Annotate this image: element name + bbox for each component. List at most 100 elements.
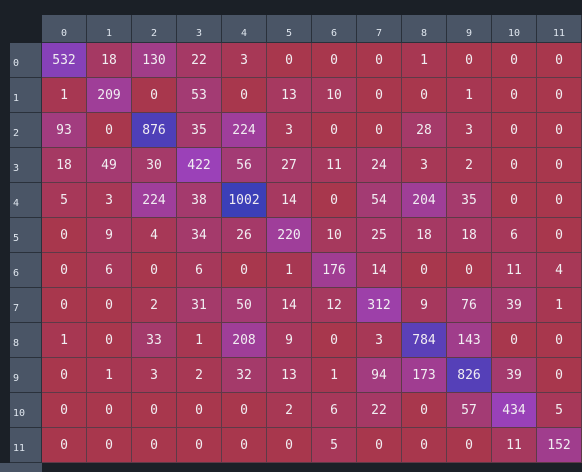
heatmap-cell-r8-c2: 33 <box>132 323 177 358</box>
heatmap-cell-r10-c1: 0 <box>87 393 132 428</box>
heatmap-cell-r11-c6: 5 <box>312 428 357 463</box>
heatmap-cell-r10-c5: 2 <box>267 393 312 428</box>
heatmap-cell-r4-c5: 14 <box>267 183 312 218</box>
heatmap-cell-r6-c11: 4 <box>537 253 582 288</box>
heatmap-cell-r2-c5: 3 <box>267 113 312 148</box>
heatmap-cell-r0-c1: 18 <box>87 43 132 78</box>
heatmap-cell-r11-c8: 0 <box>402 428 447 463</box>
heatmap-cell-r4-c8: 204 <box>402 183 447 218</box>
heatmap-cell-r9-c2: 3 <box>132 358 177 393</box>
heatmap-cell-r3-c8: 3 <box>402 148 447 183</box>
heatmap-cell-r7-c0: 0 <box>42 288 87 323</box>
heatmap-cell-r1-c1: 209 <box>87 78 132 113</box>
heatmap-cell-r7-c4: 50 <box>222 288 267 323</box>
column-label-0: 0 <box>42 15 87 43</box>
column-label-5: 5 <box>267 15 312 43</box>
heatmap-cell-r6-c2: 0 <box>132 253 177 288</box>
heatmap-cell-r9-c0: 0 <box>42 358 87 393</box>
heatmap-cell-r5-c9: 18 <box>447 218 492 253</box>
row-label-9: 9 <box>10 358 42 393</box>
heatmap-cell-r8-c6: 0 <box>312 323 357 358</box>
heatmap-cell-r10-c6: 6 <box>312 393 357 428</box>
heatmap-cell-r4-c4: 1002 <box>222 183 267 218</box>
heatmap-cell-r7-c6: 12 <box>312 288 357 323</box>
heatmap-cell-r8-c1: 0 <box>87 323 132 358</box>
row-label-10: 10 <box>10 393 42 428</box>
heatmap-cell-r9-c9: 826 <box>447 358 492 393</box>
heatmap-cell-r9-c10: 39 <box>492 358 537 393</box>
heatmap-cell-r0-c8: 1 <box>402 43 447 78</box>
column-label-1: 1 <box>87 15 132 43</box>
heatmap-cell-r6-c4: 0 <box>222 253 267 288</box>
heatmap-cell-r0-c3: 22 <box>177 43 222 78</box>
heatmap-cell-r8-c8: 784 <box>402 323 447 358</box>
column-label-11: 11 <box>537 15 582 43</box>
heatmap-cell-r9-c6: 1 <box>312 358 357 393</box>
heatmap-cell-r9-c7: 94 <box>357 358 402 393</box>
heatmap-cell-r8-c9: 143 <box>447 323 492 358</box>
heatmap-cell-r2-c10: 0 <box>492 113 537 148</box>
heatmap-cell-r2-c11: 0 <box>537 113 582 148</box>
heatmap-cell-r10-c7: 22 <box>357 393 402 428</box>
heatmap-cell-r11-c7: 0 <box>357 428 402 463</box>
heatmap-cell-r10-c10: 434 <box>492 393 537 428</box>
heatmap-cell-r4-c1: 3 <box>87 183 132 218</box>
heatmap-cell-r2-c8: 28 <box>402 113 447 148</box>
heatmap-cell-r6-c10: 11 <box>492 253 537 288</box>
heatmap-cell-r11-c5: 0 <box>267 428 312 463</box>
heatmap-cell-r11-c10: 11 <box>492 428 537 463</box>
heatmap-cell-r4-c7: 54 <box>357 183 402 218</box>
heatmap-cell-r1-c11: 0 <box>537 78 582 113</box>
column-label-7: 7 <box>357 15 402 43</box>
heatmap-cell-r7-c3: 31 <box>177 288 222 323</box>
heatmap-cell-r2-c3: 35 <box>177 113 222 148</box>
heatmap-cell-r6-c5: 1 <box>267 253 312 288</box>
heatmap-cell-r5-c10: 6 <box>492 218 537 253</box>
heatmap-cell-r8-c7: 3 <box>357 323 402 358</box>
row-label-4: 4 <box>10 183 42 218</box>
heatmap-cell-r6-c6: 176 <box>312 253 357 288</box>
heatmap-cell-r3-c11: 0 <box>537 148 582 183</box>
heatmap-cell-r6-c0: 0 <box>42 253 87 288</box>
row-label-3: 3 <box>10 148 42 183</box>
heatmap-cell-r9-c8: 173 <box>402 358 447 393</box>
heatmap-cell-r11-c0: 0 <box>42 428 87 463</box>
heatmap-cell-r2-c0: 93 <box>42 113 87 148</box>
row-label-8: 8 <box>10 323 42 358</box>
heatmap-cell-r7-c10: 39 <box>492 288 537 323</box>
heatmap-cell-r8-c11: 0 <box>537 323 582 358</box>
heatmap-cell-r10-c4: 0 <box>222 393 267 428</box>
heatmap-cell-r0-c5: 0 <box>267 43 312 78</box>
column-label-8: 8 <box>402 15 447 43</box>
heatmap-cell-r11-c2: 0 <box>132 428 177 463</box>
heatmap-cell-r10-c0: 0 <box>42 393 87 428</box>
heatmap-cell-r5-c3: 34 <box>177 218 222 253</box>
heatmap-cell-r5-c8: 18 <box>402 218 447 253</box>
row-label-5: 5 <box>10 218 42 253</box>
heatmap-cell-r7-c2: 2 <box>132 288 177 323</box>
heatmap-cell-r10-c11: 5 <box>537 393 582 428</box>
heatmap-cell-r7-c11: 1 <box>537 288 582 323</box>
heatmap-cell-r6-c8: 0 <box>402 253 447 288</box>
heatmap-cell-r1-c9: 1 <box>447 78 492 113</box>
heatmap-cell-r3-c7: 24 <box>357 148 402 183</box>
row-label-2: 2 <box>10 113 42 148</box>
heatmap-cell-r3-c10: 0 <box>492 148 537 183</box>
row-header: 0 1 2 3 4 5 6 7 8 9 10 11 <box>0 43 42 472</box>
heatmap-cell-r8-c5: 9 <box>267 323 312 358</box>
heatmap-cell-r9-c5: 13 <box>267 358 312 393</box>
heatmap-cell-r6-c1: 6 <box>87 253 132 288</box>
heatmap-cell-r5-c2: 4 <box>132 218 177 253</box>
heatmap-cell-r2-c7: 0 <box>357 113 402 148</box>
heatmap-cell-r11-c9: 0 <box>447 428 492 463</box>
heatmap-cell-r0-c0: 532 <box>42 43 87 78</box>
heatmap-cell-r2-c6: 0 <box>312 113 357 148</box>
heatmap-cell-r1-c6: 10 <box>312 78 357 113</box>
heatmap-cell-r10-c8: 0 <box>402 393 447 428</box>
heatmap-cell-r4-c0: 5 <box>42 183 87 218</box>
row-label-6: 6 <box>10 253 42 288</box>
heatmap-cell-r4-c2: 224 <box>132 183 177 218</box>
heatmap-cell-r5-c4: 26 <box>222 218 267 253</box>
heatmap-cell-r10-c2: 0 <box>132 393 177 428</box>
